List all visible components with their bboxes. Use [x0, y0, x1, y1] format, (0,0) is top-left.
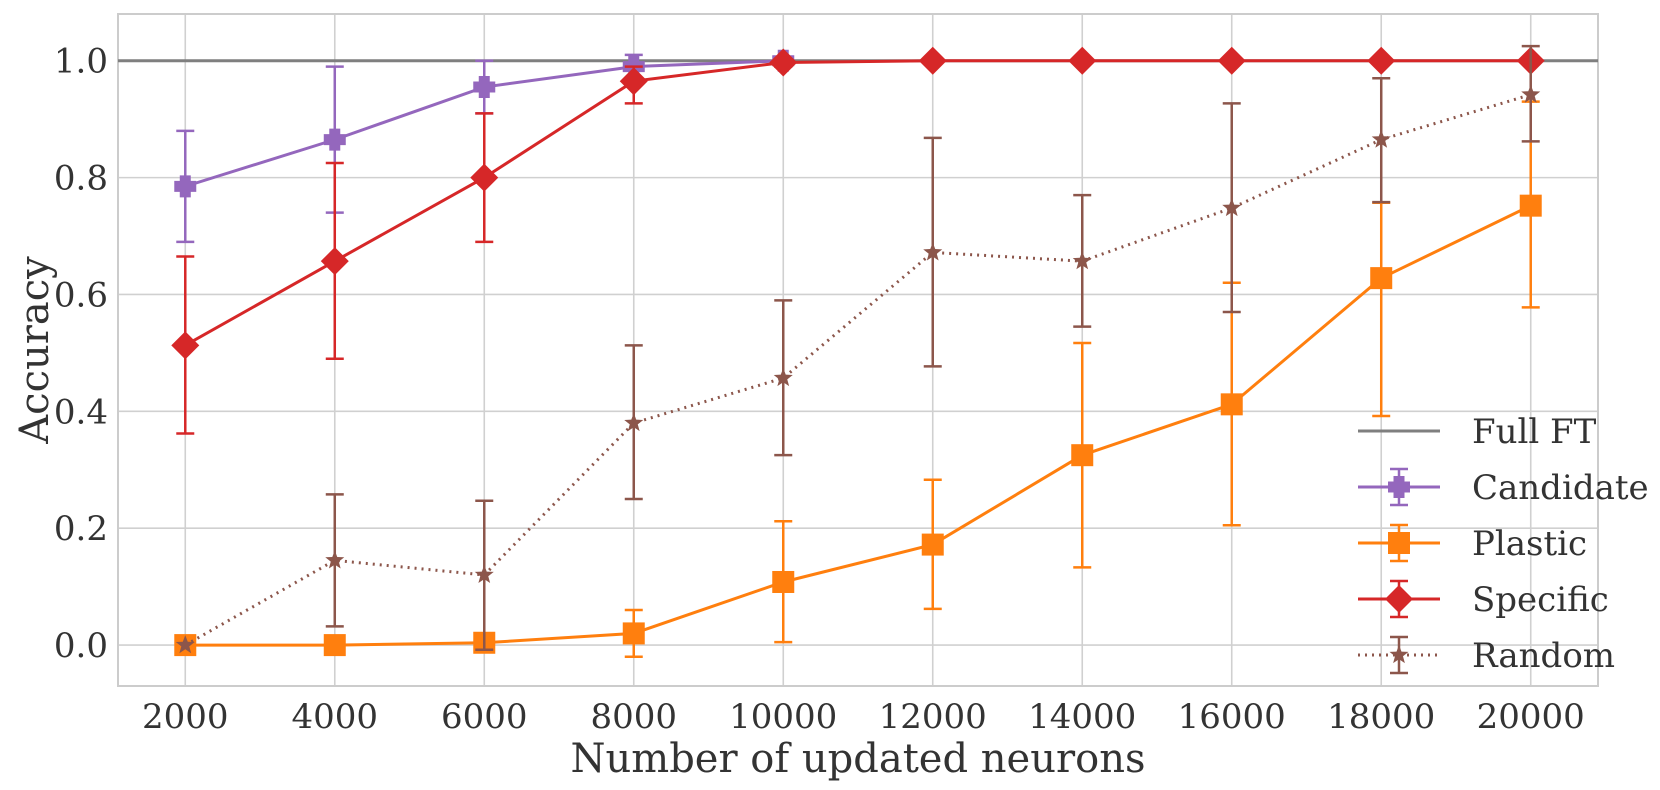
specific-point — [1367, 46, 1396, 75]
random-point — [1072, 251, 1092, 270]
specific-point — [769, 48, 798, 77]
legend-item-plastic: Plastic — [1358, 523, 1587, 564]
plot-frame — [117, 13, 1599, 687]
x-tick-label: 18000 — [1327, 697, 1435, 737]
legend-item-random: Random — [1358, 635, 1615, 676]
y-ticks: 0.0 0.2 0.4 0.6 0.8 1.0 — [54, 42, 108, 666]
x-tick-label: 8000 — [590, 697, 677, 737]
y-tick-label: 0.0 — [54, 626, 108, 666]
plastic-point — [921, 533, 944, 556]
x-ticks: 2000 4000 6000 8000 10000 12000 14000 16000 1800… — [142, 697, 1585, 737]
series — [171, 44, 1545, 659]
plastic-point — [323, 634, 346, 657]
x-tick-label: 16000 — [1178, 697, 1286, 737]
specific-point — [470, 163, 499, 192]
legend-label: Full FT — [1472, 412, 1597, 452]
specific-point — [171, 331, 200, 360]
plastic-point — [622, 622, 645, 645]
legend-marker — [1385, 585, 1413, 613]
plastic-point — [1519, 194, 1542, 217]
candidate-point — [174, 175, 197, 198]
series-specific — [171, 46, 1545, 435]
random-point — [624, 413, 644, 432]
legend-label: Plastic — [1472, 524, 1587, 564]
random-point — [175, 635, 195, 654]
random-point — [474, 564, 494, 584]
random-point — [773, 368, 793, 387]
legend-item-candidate: Candidate — [1358, 467, 1649, 508]
x-tick-label: 12000 — [879, 697, 987, 737]
random-point — [1521, 84, 1541, 103]
x-tick-label: 20000 — [1477, 697, 1585, 737]
x-tick-label: 6000 — [441, 697, 528, 737]
specific-point — [619, 67, 648, 96]
plastic-point — [1071, 444, 1094, 467]
y-tick-label: 0.8 — [54, 159, 108, 199]
y-tick-label: 0.2 — [54, 509, 108, 549]
specific-point — [320, 247, 349, 276]
x-tick-label: 14000 — [1028, 697, 1136, 737]
plastic-point — [772, 570, 795, 593]
candidate-point — [323, 128, 346, 151]
y-axis-label: Accuracy — [12, 256, 58, 445]
legend-marker — [1389, 645, 1409, 664]
random-point — [923, 242, 943, 261]
plastic-point — [1370, 267, 1393, 290]
legend-item-specific: Specific — [1358, 579, 1609, 620]
legend-marker — [1388, 532, 1410, 554]
random-line — [184, 93, 1532, 647]
x-tick-label: 2000 — [142, 697, 229, 737]
random-point — [1222, 198, 1242, 217]
x-tick-label: 10000 — [729, 697, 837, 737]
legend-label: Random — [1472, 636, 1615, 676]
y-tick-label: 0.4 — [54, 392, 108, 432]
specific-point — [1068, 46, 1097, 75]
plastic-point — [1220, 393, 1243, 416]
random-point — [1371, 129, 1391, 148]
legend: Full FT Candidate Plastic Specific Random — [1358, 412, 1649, 676]
x-axis-label: Number of updated neurons — [571, 736, 1146, 782]
legend-label: Specific — [1472, 580, 1609, 620]
specific-point — [1217, 46, 1246, 75]
legend-item-full-ft: Full FT — [1358, 412, 1597, 452]
plastic-line — [185, 204, 1532, 647]
candidate-point — [473, 76, 496, 99]
x-tick-label: 4000 — [292, 697, 379, 737]
y-tick-label: 1.0 — [54, 42, 108, 82]
legend-marker — [1388, 476, 1410, 498]
series-random — [175, 44, 1541, 654]
y-tick-label: 0.6 — [54, 275, 108, 315]
specific-line — [184, 59, 1531, 347]
legend-label: Candidate — [1472, 468, 1649, 508]
random-point — [325, 550, 345, 569]
specific-point — [918, 46, 947, 75]
